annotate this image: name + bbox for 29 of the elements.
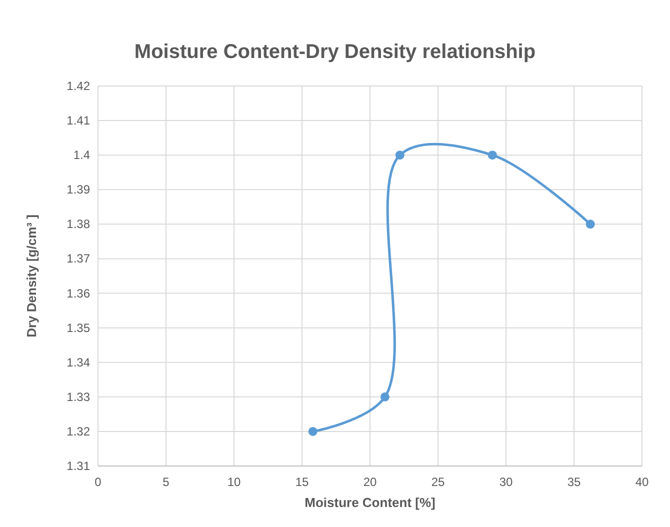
y-tick-label: 1.4: [73, 148, 90, 162]
y-tick-label: 1.41: [66, 114, 90, 128]
y-tick-label: 1.37: [66, 252, 90, 266]
y-tick-label: 1.39: [66, 182, 90, 197]
chart-title: Moisture Content-Dry Density relationship: [134, 41, 536, 63]
x-axis-title: Moisture Content [%]: [304, 495, 436, 510]
point: [395, 150, 404, 160]
x-tick-label: 15: [295, 475, 309, 489]
y-tick-label: 1.33: [66, 390, 90, 404]
y-axis-title: Dry Density [g/cm³ ]: [24, 214, 39, 338]
point: [488, 150, 497, 160]
y-tick-label: 1.42: [66, 79, 90, 93]
x-tick-label: 40: [635, 475, 649, 489]
x-tick-label: 35: [567, 475, 581, 489]
y-tick-label: 1.38: [66, 217, 90, 232]
y-tick-label: 1.35: [66, 320, 90, 335]
point: [586, 220, 595, 229]
x-tick-label: 20: [363, 475, 377, 489]
y-tick-label: 1.34: [66, 355, 90, 370]
y-tick-label: 1.31: [66, 459, 90, 473]
x-tick-label: 0: [94, 475, 102, 489]
point: [380, 392, 390, 402]
x-tick-label: 5: [162, 475, 170, 489]
x-tick-label: 25: [431, 475, 445, 489]
x-tick-label: 10: [227, 475, 241, 489]
point: [308, 426, 318, 436]
y-tick-label: 1.32: [66, 424, 90, 438]
y-tick-label: 1.36: [66, 286, 90, 300]
x-tick-label: 30: [499, 475, 513, 489]
